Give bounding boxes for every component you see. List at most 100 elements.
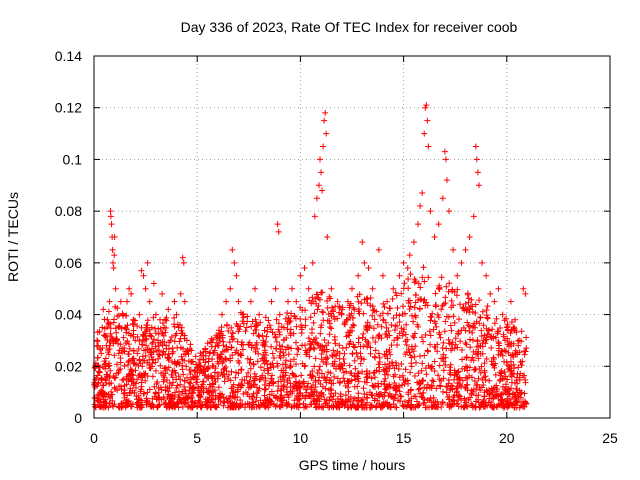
data-point: [480, 403, 487, 410]
data-point: [514, 389, 521, 396]
data-point: [246, 359, 253, 366]
data-point: [232, 374, 239, 381]
data-point: [458, 383, 465, 390]
data-point: [344, 316, 351, 323]
data-point: [322, 400, 329, 407]
data-point: [439, 399, 446, 406]
data-point: [276, 342, 283, 349]
data-point: [231, 259, 238, 266]
data-point: [502, 348, 509, 355]
data-point: [147, 332, 154, 339]
data-point: [247, 356, 254, 363]
data-point: [397, 393, 404, 400]
data-point: [187, 384, 194, 391]
data-point: [439, 355, 446, 362]
data-point: [495, 338, 502, 345]
data-point: [253, 404, 260, 411]
data-point: [289, 285, 296, 292]
data-point: [416, 381, 423, 388]
data-point: [189, 398, 196, 405]
data-point: [384, 310, 391, 317]
data-point: [442, 361, 449, 368]
data-point: [124, 298, 131, 305]
data-point: [173, 384, 180, 391]
data-point: [107, 213, 114, 220]
data-point: [197, 366, 204, 373]
data-point: [507, 396, 514, 403]
data-point: [159, 320, 166, 327]
data-point: [444, 383, 451, 390]
data-point: [212, 378, 219, 385]
data-point: [383, 383, 390, 390]
data-point: [301, 404, 308, 411]
data-point: [328, 285, 335, 292]
data-point: [479, 259, 486, 266]
data-point: [374, 321, 381, 328]
data-point: [415, 323, 422, 330]
data-point: [254, 358, 261, 365]
data-point: [240, 310, 247, 317]
data-point: [152, 330, 159, 337]
data-point: [265, 404, 272, 411]
data-point: [311, 213, 318, 220]
data-point: [408, 401, 415, 408]
data-point: [223, 395, 230, 402]
data-point: [431, 402, 438, 409]
data-point: [285, 351, 292, 358]
data-point: [359, 334, 366, 341]
data-point: [128, 290, 135, 297]
data-point: [406, 306, 413, 313]
data-point: [466, 234, 473, 240]
data-point: [264, 328, 271, 335]
data-point: [361, 259, 368, 266]
data-point: [124, 322, 131, 329]
data-point: [438, 377, 445, 384]
data-point: [381, 303, 388, 310]
data-point: [171, 338, 178, 345]
data-point: [480, 322, 487, 329]
data-point: [201, 372, 208, 379]
data-point: [448, 304, 455, 311]
data-point: [446, 369, 453, 376]
data-point: [393, 322, 400, 329]
data-point: [285, 394, 292, 401]
data-point: [167, 402, 174, 409]
y-tick-label: 0.14: [55, 48, 82, 64]
data-point: [95, 368, 102, 375]
data-point: [247, 298, 254, 305]
data-point: [354, 404, 361, 411]
data-point: [299, 307, 306, 314]
data-point: [238, 341, 245, 348]
data-point: [411, 372, 418, 379]
data-point: [330, 393, 337, 400]
data-point: [364, 343, 371, 350]
data-point: [371, 316, 378, 323]
data-point: [262, 314, 269, 321]
data-point: [174, 321, 181, 328]
data-point: [440, 367, 447, 374]
data-point: [146, 346, 153, 353]
data-point: [142, 285, 149, 292]
data-point: [178, 399, 185, 406]
data-point: [163, 404, 170, 411]
data-point: [269, 350, 276, 357]
data-point: [431, 318, 438, 325]
data-point: [491, 298, 498, 305]
data-point: [172, 403, 179, 410]
data-point: [118, 325, 125, 332]
data-point: [309, 368, 316, 375]
data-point: [423, 102, 430, 109]
data-point: [162, 329, 169, 336]
data-point: [443, 345, 450, 352]
data-point: [381, 378, 388, 385]
data-point: [182, 396, 189, 403]
data-point: [155, 330, 162, 337]
data-point: [317, 380, 324, 387]
data-point: [369, 382, 376, 389]
data-point: [512, 400, 519, 407]
data-point: [294, 345, 301, 352]
data-point: [326, 377, 333, 384]
data-point: [315, 294, 322, 301]
y-tick-label: 0: [74, 410, 82, 426]
data-point: [297, 272, 304, 279]
